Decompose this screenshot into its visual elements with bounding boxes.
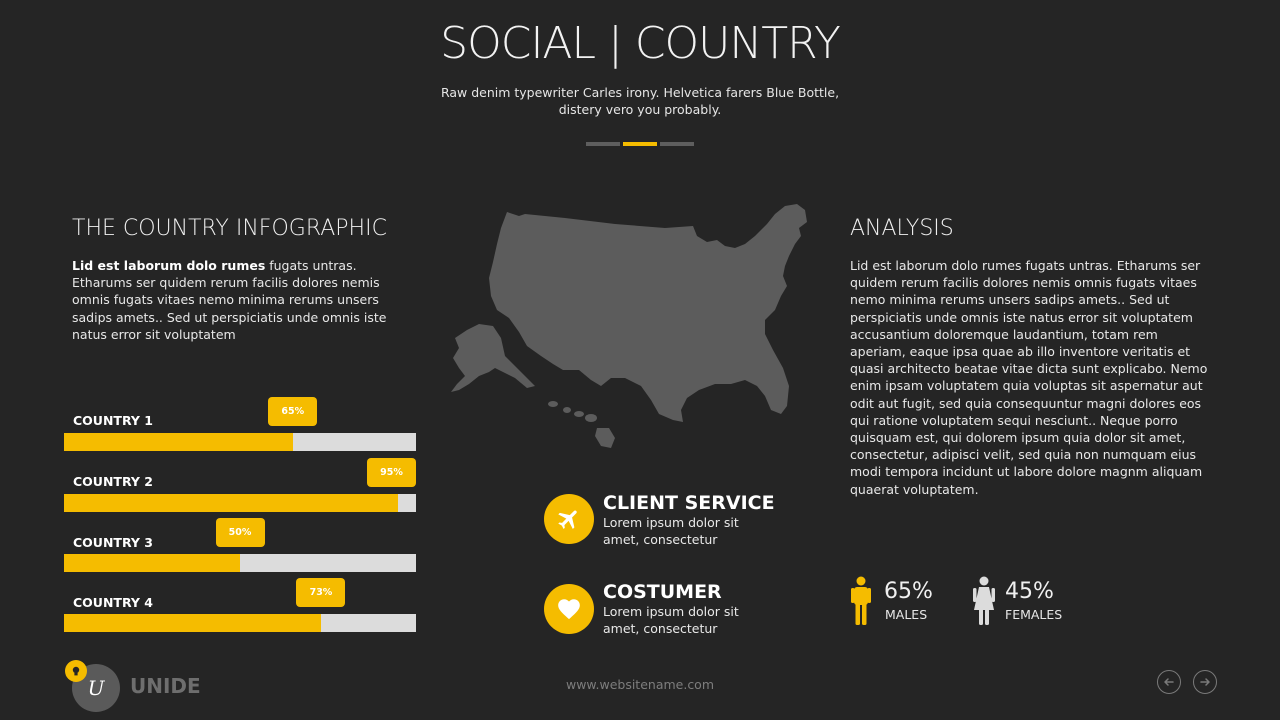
bar-track-country-3 — [64, 554, 416, 572]
lead-bold: Lid est laborum dolo rumes — [72, 258, 266, 273]
slide-indicator-2-active[interactable] — [623, 142, 657, 146]
bar-fill-country-4 — [64, 614, 321, 632]
females-percent: 45% — [1005, 579, 1054, 604]
male-icon — [851, 576, 871, 625]
slide-indicator-1[interactable] — [586, 142, 620, 146]
heart-icon — [558, 599, 580, 620]
bar-badge-country-4: 73% — [296, 578, 346, 607]
page-subtitle: Raw denim typewriter Carles irony. Helve… — [420, 84, 860, 118]
subtitle-line-2: distery vero you probably. — [558, 102, 722, 117]
bar-label-country-4: COUNTRY 4 — [73, 595, 153, 610]
client-service-circle — [544, 494, 594, 544]
bar-track-country-2 — [64, 494, 416, 512]
bar-track-country-1 — [64, 433, 416, 451]
prev-slide-button[interactable] — [1157, 670, 1181, 694]
country-infographic-heading: THE COUNTRY INFOGRAPHIC — [72, 216, 387, 241]
bar-label-country-3: COUNTRY 3 — [73, 535, 153, 550]
arrow-right-icon — [1200, 678, 1210, 686]
costumer-text: Lorem ipsum dolor sit amet, consectetur — [603, 604, 763, 637]
bar-badge-country-2: 95% — [367, 458, 416, 487]
brand-name: UNIDE — [130, 674, 201, 698]
analysis-text: Lid est laborum dolo rumes fugats untras… — [850, 258, 1208, 497]
slide-indicator-3[interactable] — [660, 142, 694, 146]
next-slide-button[interactable] — [1193, 670, 1217, 694]
costumer-line-1: Lorem ipsum dolor sit — [603, 604, 739, 619]
males-percent: 65% — [884, 579, 933, 604]
usa-map-icon — [451, 204, 807, 448]
males-label: MALES — [885, 607, 928, 622]
country-infographic-text: Lid est laborum dolo rumes fugats untras… — [72, 257, 402, 343]
website-url[interactable]: www.websitename.com — [565, 677, 715, 692]
lead-rest: fugats untras. Etharums ser quidem rerum… — [72, 258, 387, 342]
bar-badge-country-1: 65% — [268, 397, 318, 426]
female-icon — [973, 576, 995, 625]
costumer-circle — [544, 584, 594, 634]
costumer-line-2: amet, consectetur — [603, 620, 718, 636]
arrow-left-icon — [1164, 678, 1174, 686]
lightbulb-icon — [65, 660, 87, 682]
bar-fill-country-2 — [64, 494, 399, 512]
analysis-heading: ANALYSIS — [850, 216, 954, 241]
airplane-icon — [558, 510, 577, 529]
females-label: FEMALES — [1005, 607, 1063, 622]
client-service-text: Lorem ipsum dolor sit amet, consectetur — [603, 515, 763, 548]
subtitle-line-1: Raw denim typewriter Carles irony. Helve… — [440, 85, 840, 100]
client-service-title: CLIENT SERVICE — [603, 492, 775, 514]
page-title: SOCIAL | COUNTRY — [440, 18, 841, 69]
bar-fill-country-3 — [64, 554, 240, 572]
bar-label-country-2: COUNTRY 2 — [73, 474, 153, 489]
bar-track-country-4 — [64, 614, 416, 632]
client-service-line-1: Lorem ipsum dolor sit — [603, 515, 739, 530]
bar-badge-country-3: 50% — [215, 518, 265, 547]
lightbulb-glyph — [72, 666, 80, 676]
client-service-line-2: amet, consectetur — [603, 531, 718, 547]
bar-label-country-1: COUNTRY 1 — [73, 413, 153, 428]
costumer-title: COSTUMER — [603, 581, 722, 603]
bar-fill-country-1 — [64, 433, 293, 451]
